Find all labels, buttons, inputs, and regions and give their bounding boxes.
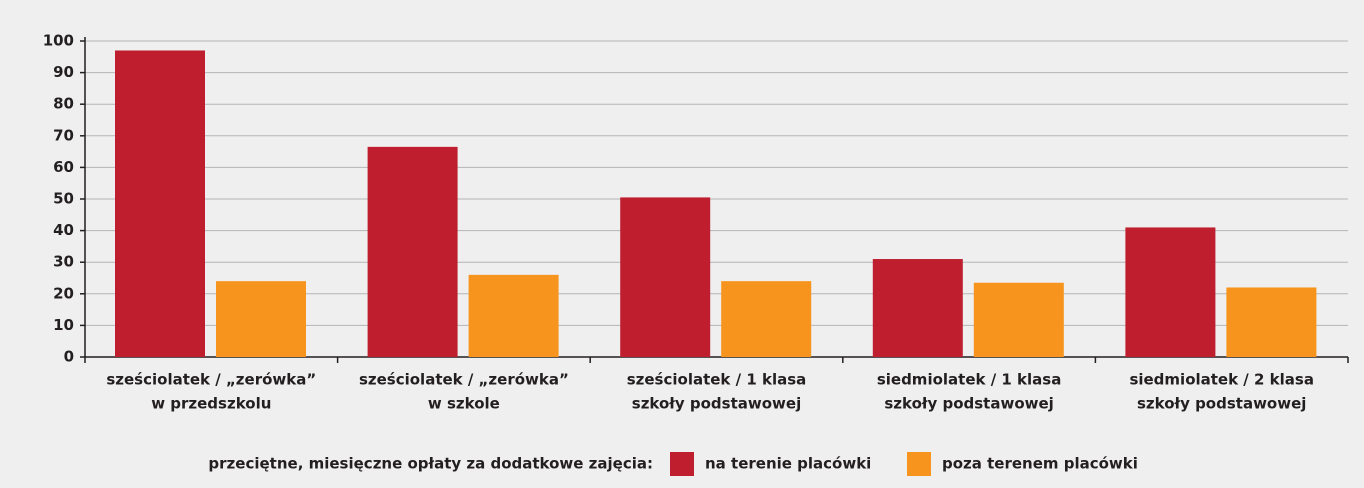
x-tick-label: siedmiolatek / 2 klasa — [1129, 371, 1314, 389]
y-tick-label: 70 — [53, 126, 74, 144]
y-tick-label: 40 — [53, 221, 74, 239]
x-tick-label: w szkole — [428, 395, 500, 413]
legend-title: przeciętne, miesięczne opłaty za dodatko… — [208, 455, 653, 473]
bar — [721, 281, 812, 357]
bar — [367, 146, 458, 357]
y-tick-label: 80 — [53, 95, 74, 113]
bar — [973, 282, 1064, 357]
x-tick-label: sześciolatek / 1 klasa — [627, 371, 807, 389]
legend-swatch — [670, 452, 694, 476]
bar — [620, 197, 711, 357]
bar — [872, 259, 963, 357]
y-tick-label: 30 — [53, 253, 74, 271]
y-tick-label: 10 — [53, 316, 74, 334]
bar — [1125, 227, 1216, 357]
y-tick-label: 90 — [53, 63, 74, 81]
y-tick-label: 100 — [43, 32, 74, 50]
x-tick-label: szkoły podstawowej — [884, 395, 1053, 413]
bar — [468, 274, 559, 357]
legend-swatch — [907, 452, 931, 476]
bar — [216, 281, 306, 357]
x-tick-label: w przedszkolu — [151, 395, 271, 413]
y-tick-label: 50 — [53, 190, 74, 208]
x-tick-label: szkoły podstawowej — [1137, 395, 1306, 413]
x-tick-label: sześciolatek / „zerówka” — [359, 371, 569, 389]
legend-label: na terenie placówki — [705, 455, 871, 473]
x-tick-label: szkoły podstawowej — [632, 395, 801, 413]
y-tick-label: 0 — [64, 348, 74, 366]
y-tick-label: 20 — [53, 284, 74, 302]
x-tick-label: sześciolatek / „zerówka” — [106, 371, 316, 389]
legend-label: poza terenem placówki — [942, 455, 1138, 473]
bar — [1226, 287, 1317, 357]
y-tick-label: 60 — [53, 158, 74, 176]
x-tick-label: siedmiolatek / 1 klasa — [877, 371, 1062, 389]
bar — [115, 50, 205, 357]
